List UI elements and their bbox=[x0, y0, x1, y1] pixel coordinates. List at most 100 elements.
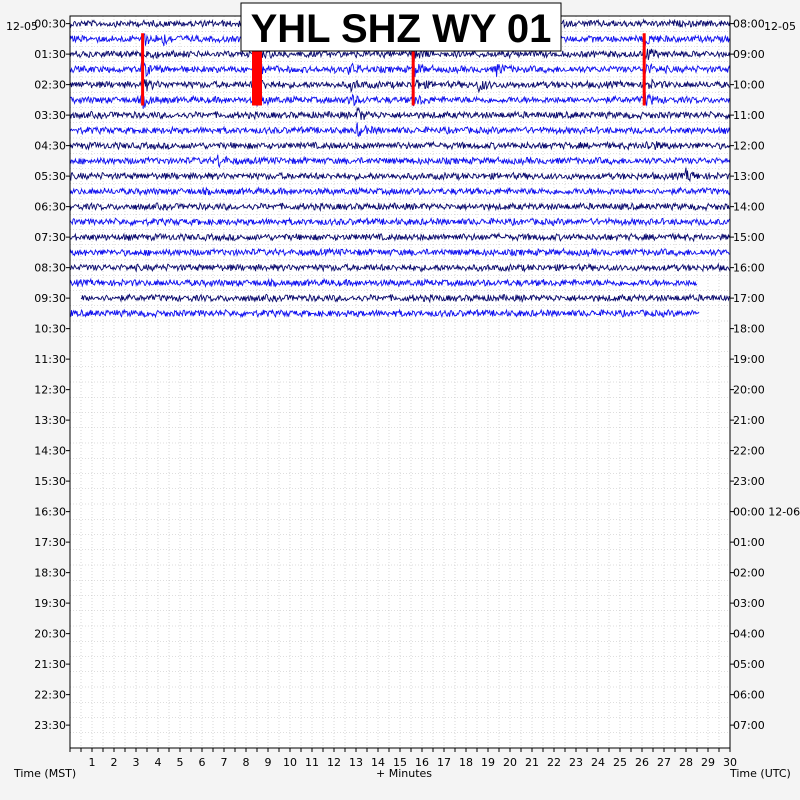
x-tick-label: 30 bbox=[723, 756, 737, 769]
right-tick-label: 21:00 bbox=[733, 414, 765, 427]
seismic-trace bbox=[69, 154, 731, 169]
seismic-trace bbox=[69, 232, 731, 243]
x-axis: 1 2 3 4 5 6 7 8 9 10 11 12 13 14 15 16 17 18 19 20 21 22 23 24 2… bbox=[69, 748, 737, 769]
x-tick-label: 9 bbox=[265, 756, 272, 769]
right-tick-label: 23:00 bbox=[733, 475, 765, 488]
x-tick-label: 27 bbox=[657, 756, 671, 769]
right-tick-label: 11:00 bbox=[733, 109, 765, 122]
seismic-trace bbox=[69, 90, 731, 109]
x-tick-label: 5 bbox=[177, 756, 184, 769]
left-axis: 00:30 01:30 02:30 03:30 04:30 05:30 06:30 07:30… bbox=[34, 18, 70, 732]
right-tick-label: 22:00 bbox=[733, 445, 765, 458]
chart-title: YHL SHZ WY 01 bbox=[251, 7, 552, 51]
seismic-trace bbox=[69, 186, 731, 197]
right-tick-label: 06:00 bbox=[733, 689, 765, 702]
right-axis: 08:00 09:00 10:00 11:00 12:00 13:00 14:00 15:00… bbox=[730, 18, 800, 732]
right-tick-label: 10:00 bbox=[733, 79, 765, 92]
x-tick-label: 7 bbox=[221, 756, 228, 769]
seismic-trace bbox=[69, 140, 731, 151]
x-tick-label: 6 bbox=[199, 756, 206, 769]
traces bbox=[69, 18, 731, 319]
left-tick-label: 04:30 bbox=[34, 140, 66, 153]
right-axis-label: Time (UTC) bbox=[729, 767, 791, 780]
right-tick-label: 02:00 bbox=[733, 567, 765, 580]
x-axis-label: + Minutes bbox=[376, 767, 432, 780]
left-tick-label: 06:30 bbox=[34, 201, 66, 214]
x-tick-label: 2 bbox=[111, 756, 118, 769]
right-tick-label: 19:00 bbox=[733, 353, 765, 366]
left-tick-label: 02:30 bbox=[34, 79, 66, 92]
right-tick-label: 00:00 12-06 bbox=[733, 506, 800, 519]
x-tick-label: 18 bbox=[459, 756, 473, 769]
right-tick-label: 20:00 bbox=[733, 384, 765, 397]
right-tick-label: 14:00 bbox=[733, 201, 765, 214]
left-tick-label: 19:30 bbox=[34, 597, 66, 610]
right-tick-label: 08:00 bbox=[733, 18, 765, 31]
x-tick-label: 16 bbox=[415, 756, 429, 769]
seismic-trace bbox=[69, 262, 731, 273]
title-box bbox=[240, 2, 562, 52]
left-tick-label: 18:30 bbox=[34, 567, 66, 580]
right-tick-label: 12:00 bbox=[733, 140, 765, 153]
right-tick-label: 15:00 bbox=[733, 231, 765, 244]
left-tick-label: 00:30 bbox=[34, 18, 66, 31]
seismic-trace bbox=[69, 122, 731, 138]
left-tick-label: 03:30 bbox=[34, 109, 66, 122]
date-right: 12-05 bbox=[764, 20, 796, 33]
right-tick-label: 05:00 bbox=[733, 658, 765, 671]
x-tick-label: 23 bbox=[569, 756, 583, 769]
left-tick-label: 15:30 bbox=[34, 475, 66, 488]
right-tick-label: 17:00 bbox=[733, 292, 765, 305]
x-tick-label: 3 bbox=[133, 756, 140, 769]
left-tick-label: 01:30 bbox=[34, 48, 66, 61]
grid bbox=[70, 16, 730, 748]
x-tick-label: 8 bbox=[243, 756, 250, 769]
right-tick-label: 18:00 bbox=[733, 323, 765, 336]
clipped-event-mark bbox=[252, 33, 262, 106]
x-tick-label: 14 bbox=[371, 756, 385, 769]
left-axis-label: Time (MST) bbox=[13, 767, 76, 780]
left-tick-label: 21:30 bbox=[34, 658, 66, 671]
seismic-trace bbox=[69, 277, 698, 288]
x-tick-label: 22 bbox=[547, 756, 561, 769]
x-tick-label: 28 bbox=[679, 756, 693, 769]
right-tick-label: 04:00 bbox=[733, 628, 765, 641]
left-tick-label: 12:30 bbox=[34, 384, 66, 397]
left-tick-label: 23:30 bbox=[34, 719, 66, 732]
left-tick-label: 08:30 bbox=[34, 262, 66, 275]
x-tick-label: 10 bbox=[283, 756, 297, 769]
x-tick-label: 15 bbox=[393, 756, 407, 769]
left-tick-label: 22:30 bbox=[34, 689, 66, 702]
left-tick-label: 11:30 bbox=[34, 353, 66, 366]
left-tick-label: 14:30 bbox=[34, 445, 66, 458]
seismic-trace bbox=[80, 293, 730, 304]
x-tick-label: 1 bbox=[89, 756, 96, 769]
seismic-trace bbox=[69, 106, 731, 121]
x-tick-label: 21 bbox=[525, 756, 539, 769]
x-tick-label: 13 bbox=[349, 756, 363, 769]
seismic-trace bbox=[69, 61, 731, 77]
left-tick-label: 13:30 bbox=[34, 414, 66, 427]
clipped-events bbox=[141, 33, 646, 106]
x-tick-label: 20 bbox=[503, 756, 517, 769]
left-tick-label: 20:30 bbox=[34, 628, 66, 641]
x-tick-label: 11 bbox=[305, 756, 319, 769]
seismic-trace bbox=[69, 45, 731, 62]
seismic-trace bbox=[69, 308, 700, 319]
seismic-trace bbox=[69, 216, 731, 227]
clipped-event-mark bbox=[642, 33, 646, 106]
left-tick-label: 17:30 bbox=[34, 536, 66, 549]
x-tick-label: 4 bbox=[155, 756, 162, 769]
seismic-trace bbox=[69, 75, 731, 94]
left-tick-label: 07:30 bbox=[34, 231, 66, 244]
seismic-trace bbox=[69, 201, 731, 213]
left-tick-label: 09:30 bbox=[34, 292, 66, 305]
clipped-event-mark bbox=[411, 33, 415, 106]
right-tick-label: 09:00 bbox=[733, 48, 765, 61]
x-tick-label: 24 bbox=[591, 756, 605, 769]
left-tick-label: 16:30 bbox=[34, 506, 66, 519]
x-tick-label: 12 bbox=[327, 756, 341, 769]
right-tick-label: 07:00 bbox=[733, 719, 765, 732]
clipped-event-mark bbox=[141, 33, 145, 106]
